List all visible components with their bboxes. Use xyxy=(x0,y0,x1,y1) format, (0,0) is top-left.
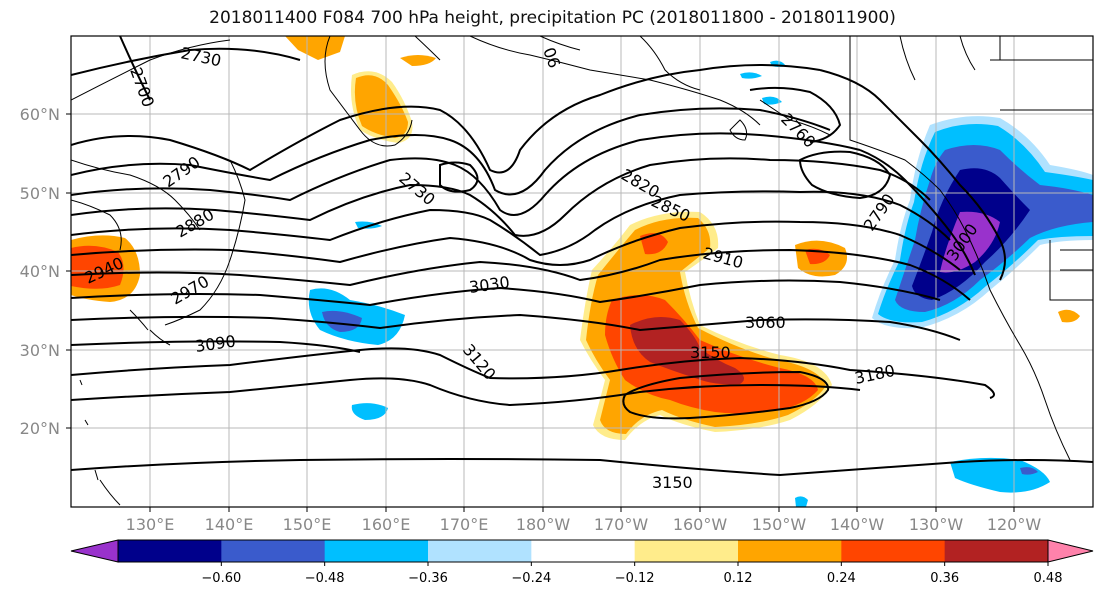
colorbar-segment xyxy=(738,540,842,562)
colorbar-segment xyxy=(944,540,1049,562)
colorbar-tick-label: 0.36 xyxy=(930,571,959,586)
colorbar-ticks: −0.60 −0.48 −0.36 −0.24 −0.12 0.12 0.24 0.36 0.4… xyxy=(201,562,1063,586)
colorbar-segment xyxy=(428,540,532,562)
lon-label: 160°E xyxy=(362,515,411,534)
colorbar-segment xyxy=(221,540,326,562)
colorbar-tick-label: −0.48 xyxy=(305,571,345,586)
lon-label: 180°W xyxy=(516,515,571,534)
axis-ticks xyxy=(66,113,1015,512)
lon-label: 150°E xyxy=(283,515,332,534)
colorbar-outline xyxy=(117,539,1049,563)
colorbar-tick-label: −0.24 xyxy=(511,571,551,586)
lon-label: 170°E xyxy=(440,515,489,534)
colorbar: −0.60 −0.48 −0.36 −0.24 −0.12 0.12 0.24 0.36 0.4… xyxy=(70,539,1094,586)
lat-label: 60°N xyxy=(20,105,60,124)
colorbar-extend-right xyxy=(1047,539,1094,563)
lon-label: 130°E xyxy=(126,515,175,534)
contour-label: 3150 xyxy=(652,473,693,492)
colorbar-tick-label: 0.24 xyxy=(827,571,856,586)
lon-label: 170°W xyxy=(594,515,649,534)
lon-label: 160°W xyxy=(673,515,728,534)
map-title: 2018011400 F084 700 hPa height, precipit… xyxy=(209,8,896,28)
lat-label: 20°N xyxy=(20,419,60,438)
colorbar-extend-left xyxy=(70,539,119,563)
contour-label: 3060 xyxy=(745,313,786,332)
colorbar-segment xyxy=(634,540,739,562)
lon-label: 140°W xyxy=(830,515,885,534)
lat-label: 30°N xyxy=(20,341,60,360)
colorbar-segment xyxy=(531,540,636,562)
colorbar-segment xyxy=(118,540,222,562)
contour-label: 3150 xyxy=(690,343,731,362)
lon-label: 120°W xyxy=(987,515,1042,534)
colorbar-segments xyxy=(118,540,1049,562)
colorbar-tick-label: 0.48 xyxy=(1034,571,1063,586)
lon-label: 130°W xyxy=(909,515,964,534)
colorbar-tick-label: −0.36 xyxy=(408,571,448,586)
colorbar-segment xyxy=(841,540,946,562)
lon-label: 140°E xyxy=(205,515,254,534)
colorbar-segment xyxy=(324,540,429,562)
lon-label: 150°W xyxy=(752,515,807,534)
longitude-labels: 130°E 140°E 150°E 160°E 170°E 180°W 170°… xyxy=(126,515,1042,534)
colorbar-tick-label: −0.12 xyxy=(615,571,655,586)
lat-label: 50°N xyxy=(20,184,60,203)
colorbar-tick-label: 0.12 xyxy=(724,571,753,586)
latitude-labels: 60°N 50°N 40°N 30°N 20°N xyxy=(20,105,60,438)
colorbar-tick-label: −0.60 xyxy=(201,571,241,586)
height-contours xyxy=(71,36,1093,477)
lat-label: 40°N xyxy=(20,262,60,281)
